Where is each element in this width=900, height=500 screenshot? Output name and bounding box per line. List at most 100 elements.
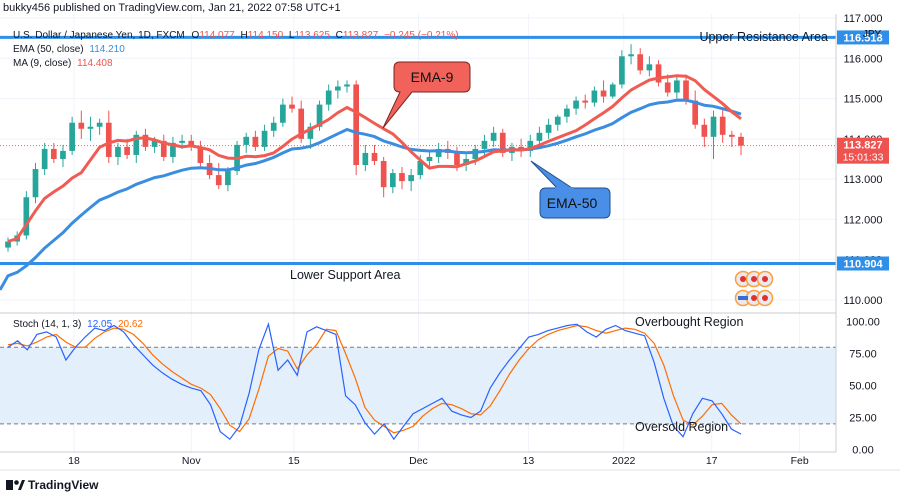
last-price-tag: 113.827 15:01:33 xyxy=(837,137,889,164)
candle xyxy=(197,140,204,168)
candle xyxy=(674,76,680,99)
lower-level-tag: 110.904 xyxy=(837,256,889,271)
stoch-legend[interactable]: Stoch (14, 1, 3) 12.05 20.62 xyxy=(13,319,143,330)
candle-body xyxy=(87,126,94,129)
candle xyxy=(353,80,360,176)
ema-legend[interactable]: EMA (50, close) 114.210 xyxy=(13,44,125,55)
candle xyxy=(243,132,250,153)
candle-body xyxy=(490,132,497,141)
candle-body xyxy=(600,90,607,97)
oversold-label: Oversold Region xyxy=(635,420,728,434)
price-tick-label: 112.000 xyxy=(844,214,883,226)
ema-50-callout-label: EMA-50 xyxy=(547,195,598,211)
candle xyxy=(362,144,369,172)
stoch-k-line xyxy=(7,322,742,441)
candle-body xyxy=(573,100,579,109)
lower-support-label: Lower Support Area xyxy=(290,268,401,282)
candle xyxy=(527,134,534,157)
candle xyxy=(573,96,579,115)
candle-body xyxy=(499,132,506,153)
candle xyxy=(23,191,30,240)
time-tick-label: Dec xyxy=(409,455,428,467)
stoch-k-value: 12.05 xyxy=(87,319,112,330)
tradingview-logo[interactable]: TradingView xyxy=(6,478,99,492)
candle-body xyxy=(664,82,671,93)
candle xyxy=(252,130,259,151)
candle-body xyxy=(362,152,369,166)
ema-50-line xyxy=(0,98,742,291)
stoch-d-line xyxy=(7,324,742,434)
candle-body xyxy=(591,90,598,103)
price-axis[interactable]: 110.000111.000112.000113.000114.000115.0… xyxy=(844,13,883,307)
candle-body xyxy=(582,100,589,103)
candle xyxy=(96,118,103,135)
stoch-tick-label: 75.00 xyxy=(849,349,877,361)
candle-body xyxy=(160,140,167,157)
candle-body xyxy=(316,104,323,127)
candle-body xyxy=(307,126,314,139)
candle-body xyxy=(719,116,726,135)
candle xyxy=(105,110,112,163)
candle xyxy=(619,50,625,89)
tradingview-icon xyxy=(6,480,25,490)
candle-body xyxy=(380,160,387,188)
candle xyxy=(609,82,616,99)
candle xyxy=(5,237,11,252)
candle-body xyxy=(261,130,268,147)
stoch-axis[interactable]: 100.00 75.00 50.00 25.00 0.00 xyxy=(846,317,880,457)
stoch-d-value: 20.62 xyxy=(118,319,143,330)
time-axis[interactable]: 18 Nov 15 Dec 13 2022 17 Feb xyxy=(68,455,809,467)
ma-legend[interactable]: MA (9, close) 114.408 xyxy=(13,58,113,69)
candle xyxy=(142,128,149,151)
price-tick-label: 113.000 xyxy=(844,174,883,186)
time-tick-label: Feb xyxy=(791,455,809,467)
candle xyxy=(78,110,85,139)
candle xyxy=(499,128,506,157)
ema-9-callout: EMA-9 xyxy=(382,61,471,129)
candle-body xyxy=(353,84,360,166)
ema-9-callout-label: EMA-9 xyxy=(411,69,454,85)
ohlc-line: U.S. Dollar / Japanese Yen, 1D, FXCM O11… xyxy=(13,30,459,41)
candle-body xyxy=(41,148,48,170)
candle xyxy=(719,108,726,143)
candle-body xyxy=(170,142,176,157)
candle-body xyxy=(527,140,534,151)
candle-body xyxy=(710,116,717,137)
candle xyxy=(637,48,644,75)
candle-body xyxy=(124,146,130,155)
candle-body xyxy=(554,116,561,125)
candle xyxy=(564,104,570,123)
stoch-tick-label: 100.00 xyxy=(846,317,880,329)
candle xyxy=(380,156,387,198)
close-label: C xyxy=(336,30,343,41)
candle-body xyxy=(151,140,158,147)
ma-legend-value: 114.408 xyxy=(77,58,113,69)
candle-body xyxy=(325,90,332,105)
symbol-name[interactable]: U.S. Dollar / Japanese Yen, 1D, FXCM xyxy=(13,30,185,41)
candle xyxy=(335,80,341,99)
overbought-label: Overbought Region xyxy=(635,315,743,329)
candle xyxy=(344,80,350,93)
candle-body xyxy=(298,108,305,139)
candle-body xyxy=(628,54,634,57)
candle xyxy=(69,116,75,155)
candle xyxy=(646,56,653,77)
candle xyxy=(270,116,277,137)
ma-legend-label: MA (9, close) xyxy=(13,58,71,69)
candle-body xyxy=(738,136,744,146)
candle-body xyxy=(619,56,625,85)
upper-resistance-label: Upper Resistance Area xyxy=(699,30,828,44)
ma-9-line xyxy=(7,74,742,243)
candle-body xyxy=(280,104,286,123)
candle-body xyxy=(23,197,30,236)
candle-body xyxy=(701,124,708,137)
candle xyxy=(32,163,39,204)
stoch-pane[interactable]: Overbought Region Oversold Region xyxy=(0,315,836,441)
stoch-tick-label: 50.00 xyxy=(849,381,877,393)
candle-body xyxy=(60,150,66,159)
open-label: O xyxy=(192,30,200,41)
candle xyxy=(298,100,305,143)
candle-body xyxy=(472,148,479,159)
candle-body xyxy=(252,136,259,147)
flags-icon xyxy=(734,270,774,307)
